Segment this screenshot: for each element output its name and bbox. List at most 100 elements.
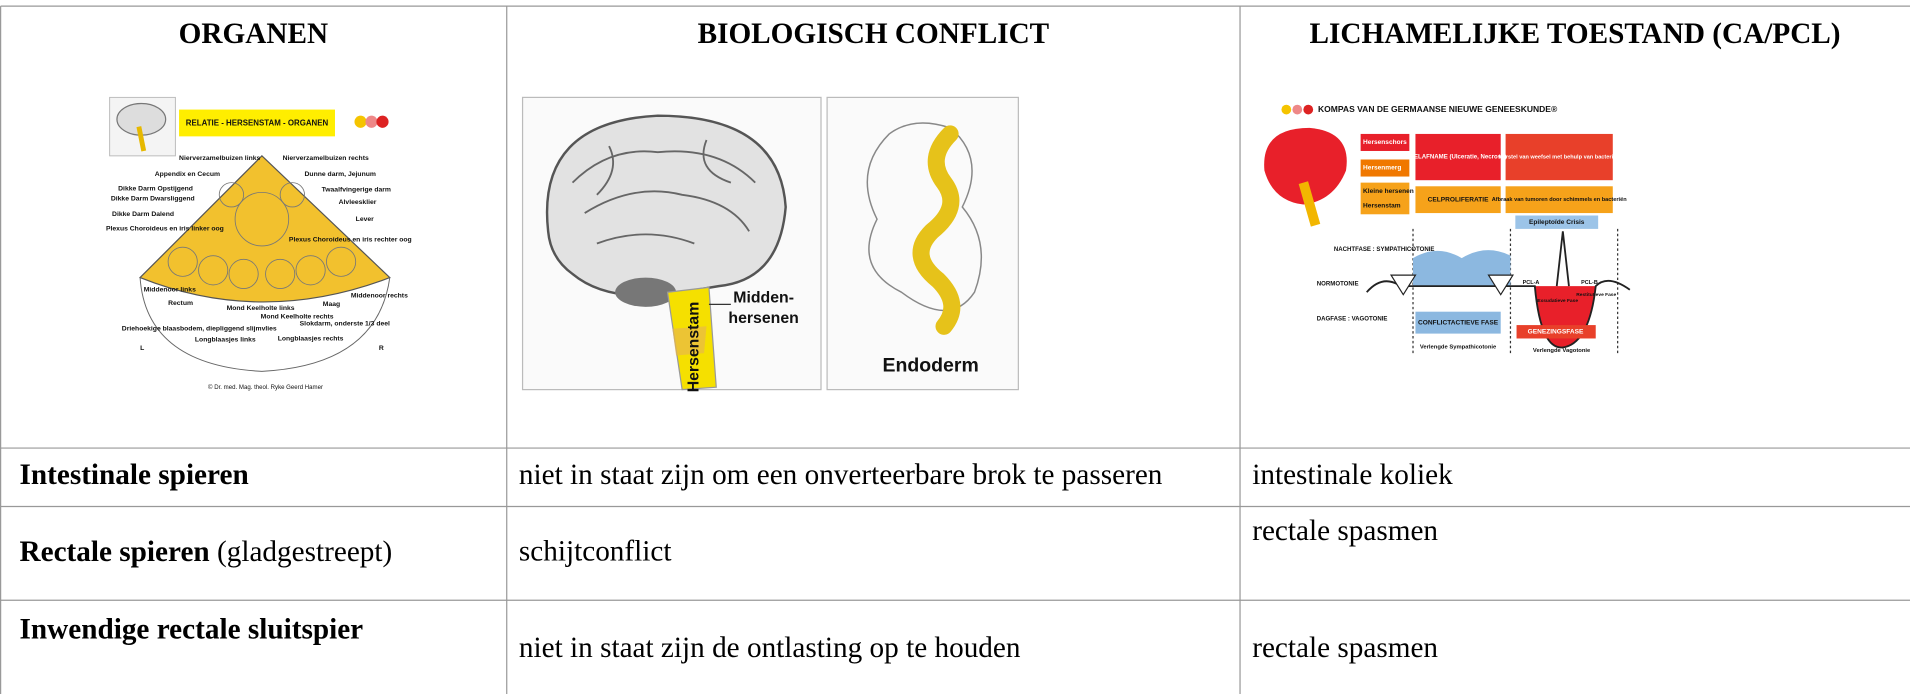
state-cell: rectale spasmen — [1252, 515, 1438, 547]
organ-label: Plexus Choroideus en iris rechter oog — [289, 237, 412, 244]
ca-area — [1413, 250, 1511, 287]
kompas-label: Verlengde Sympathicotonie — [1420, 345, 1497, 351]
kompas-title: KOMPAS VAN DE GERMAANSE NIEUWE GENEESKUN… — [1318, 104, 1558, 114]
conflict-cell: schijtconflict — [519, 536, 672, 568]
organ-label: Maag — [323, 301, 340, 308]
kompas-diagram: KOMPAS VAN DE GERMAANSE NIEUWE GENEESKUN… — [1264, 104, 1631, 354]
side-label: R — [379, 345, 384, 352]
midbrain-label: Midden- — [733, 289, 794, 306]
kompas-label: GENEZINGSFASE — [1528, 329, 1584, 336]
organ-label: Dikke Darm Opstijgend — [118, 186, 193, 193]
organ-label: Twaalfvingerige darm — [322, 187, 391, 194]
organ-label: Dikke Darm Dwarsliggend — [111, 195, 195, 202]
logo — [1292, 104, 1303, 115]
kompas-label: NACHTFASE : SYMPATHICOTONIE — [1334, 246, 1435, 253]
kompas-label: Exsudatieve Fase — [1537, 298, 1578, 304]
kompas-label: PCL-B — [1581, 280, 1598, 286]
midbrain-marker — [672, 326, 707, 356]
box — [1415, 186, 1501, 214]
organ-label: Nierverzamelbuizen rechts — [283, 155, 369, 162]
organ-label: Alvleesklier — [339, 199, 377, 206]
kompas-label: Afbraak van tumoren door schimmels en ba… — [1492, 197, 1628, 203]
kompas-label: CELAFNAME (Ulceratie, Necrose) — [1410, 154, 1507, 161]
organ-label: Middenoor rechts — [351, 293, 408, 300]
box — [1516, 325, 1596, 339]
box — [1360, 133, 1410, 151]
organ-diagram: RELATIE - HERSENSTAM - ORGANEN Nierverza… — [103, 94, 415, 393]
brainstem — [1298, 181, 1321, 227]
organ-label: Slokdarm, onderste 1/3 deel — [300, 321, 390, 328]
organ-label: Mond Keelholte rechts — [261, 313, 334, 320]
header-cell: ORGANEN — [179, 18, 328, 50]
kompas-label: CELPROLIFERATIE — [1428, 196, 1489, 203]
brain — [1264, 127, 1347, 205]
kompas-label: Hersenmerg — [1363, 165, 1401, 172]
cerebellum — [615, 277, 677, 307]
box — [1505, 133, 1613, 181]
organ-label: Rectum — [168, 300, 193, 307]
organ-cell: Inwendige rectale sluitspier — [19, 614, 363, 646]
organ-cell: Rectale spieren (gladgestreept) — [19, 536, 392, 568]
midbrain-label: hersenen — [728, 310, 798, 327]
organ-cell: Intestinale spieren — [19, 459, 248, 491]
brain-icon — [136, 126, 147, 152]
logo — [376, 115, 389, 128]
crisis-peak — [1555, 231, 1570, 287]
organ-label: Driehoekige blaasbodem, diepliggend slij… — [122, 326, 277, 333]
caption: Endoderm — [882, 355, 978, 377]
organ-name: Rectale spieren — [19, 536, 209, 568]
state-cell: rectale spasmen — [1252, 632, 1438, 664]
organ-circles — [167, 182, 357, 289]
state-cell: intestinale koliek — [1252, 459, 1453, 491]
organ-label: Nierverzamelbuizen links — [179, 155, 260, 162]
table-grid — [0, 5, 1910, 694]
logo — [365, 115, 378, 128]
box — [1415, 311, 1501, 334]
kompas-label: Restitutieve Fase — [1576, 292, 1616, 298]
brainstem-shape — [138, 154, 391, 303]
kompas-label: PCL-A — [1523, 280, 1540, 286]
kompas-label: Kleine hersenen — [1363, 188, 1414, 195]
box — [1415, 133, 1501, 181]
logo — [354, 115, 367, 128]
organ-label: Mond Keelholte links — [227, 305, 295, 312]
kompas-label: CONFLICTACTIEVE FASE — [1418, 319, 1499, 326]
conflict-cell: niet in staat zijn de ontlasting op te h… — [519, 632, 1021, 664]
conflict-images: Hersenstam Midden- hersenen Endoderm — [521, 96, 1019, 393]
box — [1515, 215, 1599, 229]
banner — [179, 109, 335, 137]
endoderm — [912, 125, 961, 335]
kompas-label: Herstel van weefsel met behulp van bacte… — [1499, 155, 1621, 161]
organ-label: Longblaasjes links — [195, 336, 256, 343]
organ-label: Dikke Darm Dalend — [112, 211, 174, 218]
organ-label: Longblaasjes rechts — [278, 335, 344, 342]
brainstem-label: Hersenstam — [686, 302, 703, 393]
organ-note: (gladgestreept) — [217, 536, 392, 568]
organ-label: Dunne darm, Jejunum — [305, 171, 376, 178]
organ-label: Middenoor links — [144, 287, 196, 294]
organ-label: Lever — [356, 216, 374, 223]
box — [1360, 182, 1410, 215]
box — [1360, 159, 1410, 177]
kompas-label: DAGFASE : VAGOTONIE — [1317, 316, 1388, 323]
header-cell: BIOLOGISCH CONFLICT — [698, 18, 1050, 50]
kompas-label: Hersenstam — [1363, 203, 1401, 210]
logo — [1281, 104, 1292, 115]
brain-folds — [571, 139, 756, 245]
kompas-label: Verlengde Vagotonie — [1533, 348, 1591, 354]
switch-marker — [1389, 274, 1514, 296]
conflict-cell: niet in staat zijn om een onverteerbare … — [519, 459, 1163, 491]
organ-label: Plexus Choroideus en iris linker oog — [106, 226, 224, 233]
brain — [545, 114, 787, 297]
curve — [1366, 280, 1631, 349]
banner-title: RELATIE - HERSENSTAM - ORGANEN — [186, 119, 329, 128]
organ-label: Appendix en Cecum — [155, 171, 220, 178]
header-cell: LICHAMELIJKE TOESTAND (CA/PCL) — [1310, 18, 1841, 50]
kompas-label: Epileptoïde Crisis — [1529, 219, 1585, 226]
credit: © Dr. med. Mag. theol. Ryke Geerd Hamer — [208, 384, 323, 391]
kompas-label: NORMOTONIE — [1317, 280, 1359, 287]
side-label: L — [140, 345, 144, 352]
outline — [139, 277, 391, 372]
